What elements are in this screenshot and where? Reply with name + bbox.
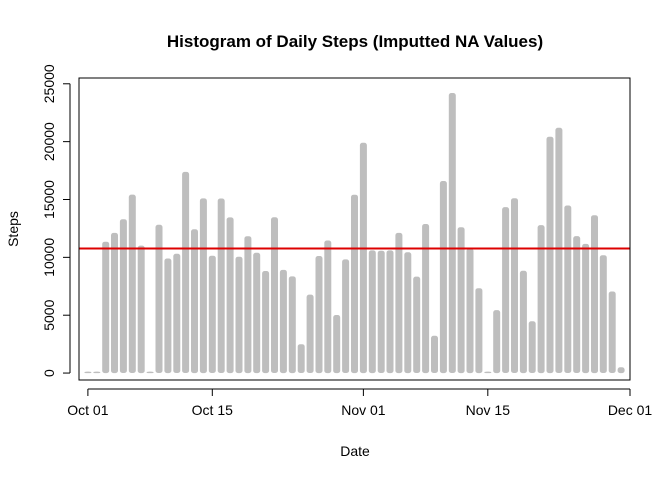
bar xyxy=(253,252,261,374)
chart-title: Histogram of Daily Steps (Imputted NA Va… xyxy=(167,32,543,51)
bar xyxy=(333,315,341,374)
bar xyxy=(182,171,190,373)
bar xyxy=(564,205,572,373)
bar xyxy=(208,255,216,373)
bar xyxy=(377,250,385,373)
bar xyxy=(528,321,536,373)
bar xyxy=(164,258,172,374)
bar xyxy=(173,253,181,373)
bar xyxy=(84,371,92,374)
plot-frame xyxy=(78,77,631,381)
bar xyxy=(342,259,350,373)
bar xyxy=(155,224,163,373)
x-tick-label: Nov 15 xyxy=(466,402,511,418)
bar xyxy=(351,194,358,374)
bar xyxy=(599,255,607,373)
bar xyxy=(324,240,332,374)
x-axis-label: Date xyxy=(340,443,370,459)
y-tick-label: 15000 xyxy=(41,180,57,219)
bar xyxy=(119,219,127,373)
bar xyxy=(262,271,270,374)
bar xyxy=(288,276,296,374)
y-tick-label: 20000 xyxy=(41,122,57,161)
bar xyxy=(93,371,101,374)
bars-group xyxy=(84,93,625,374)
bar xyxy=(413,276,421,373)
bar xyxy=(511,198,518,373)
bar xyxy=(537,225,545,374)
bar xyxy=(368,250,376,374)
bar xyxy=(457,227,465,374)
y-axis: 0 5000 10000 15000 20000 25000 xyxy=(41,64,71,377)
y-tick-label: 5000 xyxy=(41,299,57,330)
bar xyxy=(466,248,474,374)
bar xyxy=(137,245,145,374)
bar xyxy=(191,229,198,374)
bar xyxy=(271,217,278,373)
y-tick-label: 10000 xyxy=(41,238,57,277)
bar xyxy=(306,294,314,373)
x-tick-label: Nov 01 xyxy=(341,402,386,418)
bar xyxy=(475,288,483,374)
bar xyxy=(102,241,110,374)
bar xyxy=(244,236,252,374)
x-axis: Oct 01 Oct 15 Nov 01 Nov 15 Dec 01 xyxy=(67,388,653,418)
bar xyxy=(404,252,412,374)
bar xyxy=(431,335,438,373)
bar xyxy=(359,142,367,374)
y-axis-label: Steps xyxy=(5,211,21,247)
y-tick-label: 0 xyxy=(41,369,57,377)
bar xyxy=(591,215,598,374)
bar xyxy=(448,93,456,373)
bar xyxy=(484,371,492,374)
bar xyxy=(235,256,243,374)
bar xyxy=(315,256,323,374)
bar xyxy=(128,194,136,373)
bar xyxy=(582,243,590,374)
x-tick-label: Oct 15 xyxy=(192,402,233,418)
bar xyxy=(546,136,554,374)
x-tick-label: Dec 01 xyxy=(608,402,653,418)
bar xyxy=(617,367,625,374)
bar xyxy=(297,344,305,373)
bar xyxy=(519,270,527,374)
bar xyxy=(199,198,207,374)
bar xyxy=(217,198,225,373)
bar xyxy=(555,127,563,373)
bar xyxy=(111,232,118,374)
bar xyxy=(226,217,234,374)
x-tick-label: Oct 01 xyxy=(67,402,108,418)
bar xyxy=(395,232,403,374)
bar xyxy=(608,291,616,373)
y-tick-label: 25000 xyxy=(41,64,57,103)
bar xyxy=(386,250,394,374)
bar xyxy=(422,224,430,374)
bar xyxy=(439,181,447,374)
bar xyxy=(493,310,501,374)
bar xyxy=(279,269,287,374)
bar xyxy=(573,236,581,373)
bar xyxy=(146,371,154,374)
bar xyxy=(502,207,510,373)
